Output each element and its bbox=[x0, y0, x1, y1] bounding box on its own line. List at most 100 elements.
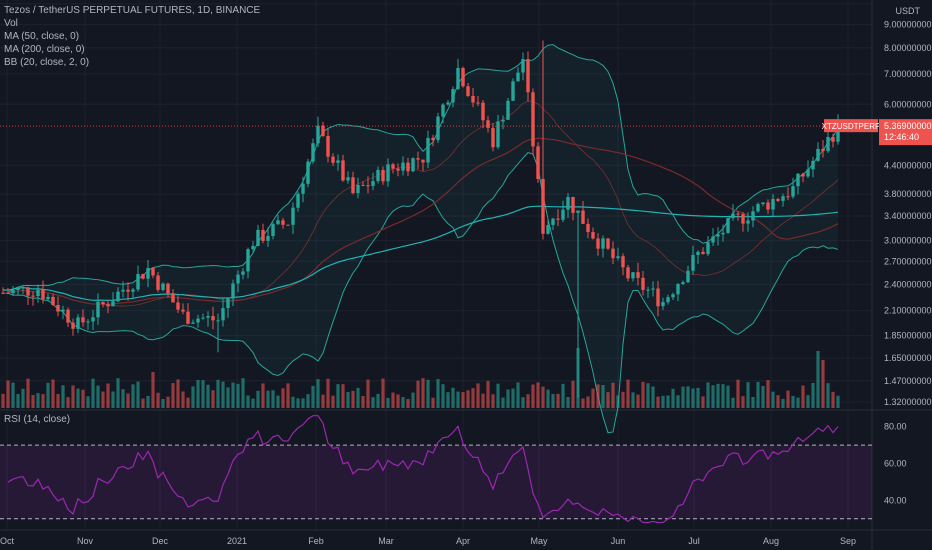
candle-body bbox=[791, 186, 795, 197]
candle-body bbox=[546, 224, 550, 234]
volume-bar bbox=[426, 379, 430, 408]
legend-bb[interactable]: BB (20, close, 2, 0) bbox=[4, 57, 90, 68]
rsi-legend[interactable]: RSI (14, close) bbox=[4, 414, 71, 425]
volume-bar bbox=[256, 390, 260, 408]
candle-body bbox=[191, 322, 195, 324]
volume-bar bbox=[566, 397, 570, 408]
volume-bar bbox=[371, 397, 375, 408]
volume-bar bbox=[641, 381, 645, 408]
volume-bar bbox=[631, 392, 635, 408]
bb-basis bbox=[2, 100, 839, 307]
candle-body bbox=[101, 301, 105, 305]
volume-bar bbox=[361, 396, 365, 408]
volume-bar bbox=[321, 394, 325, 408]
volume-bar bbox=[216, 379, 220, 408]
candle-body bbox=[521, 59, 525, 73]
candle-body bbox=[216, 320, 220, 322]
candle-body bbox=[656, 288, 660, 307]
candles: XTZUSDTPERP bbox=[0, 40, 880, 398]
candle-body bbox=[71, 322, 75, 329]
volume-bar bbox=[651, 386, 655, 408]
volume-bar bbox=[521, 397, 525, 408]
volume-bar bbox=[561, 383, 565, 408]
volume-bar bbox=[606, 392, 610, 408]
chart-title[interactable]: Tezos / TetherUS PERPETUAL FUTURES, 1D, … bbox=[4, 5, 261, 16]
volume-bar bbox=[131, 384, 135, 408]
candle-body bbox=[801, 173, 805, 177]
rsi-line bbox=[7, 415, 839, 524]
rsi-tick-label: 60.00 bbox=[884, 459, 907, 469]
candle-body bbox=[431, 137, 435, 141]
volume-bar bbox=[456, 391, 460, 408]
volume-bar bbox=[11, 382, 15, 408]
volume-bar bbox=[1, 393, 5, 408]
bb-fill bbox=[3, 44, 838, 433]
candle-body bbox=[146, 268, 150, 279]
volume-bar bbox=[281, 388, 285, 408]
volume-bar bbox=[776, 395, 780, 408]
volume-bar bbox=[401, 397, 405, 408]
candle-body bbox=[646, 289, 650, 291]
volume-bar bbox=[156, 392, 160, 408]
volume-bar bbox=[111, 391, 115, 408]
volume-bar bbox=[501, 397, 505, 408]
legend-ma50[interactable]: MA (50, close, 0) bbox=[4, 31, 80, 42]
candle-body bbox=[226, 298, 230, 309]
candle-body bbox=[736, 213, 740, 215]
candle-body bbox=[661, 302, 665, 307]
x-tick-label: Jul bbox=[688, 536, 700, 546]
candle-body bbox=[701, 251, 705, 255]
candle-body bbox=[166, 283, 170, 294]
volume-bar bbox=[461, 392, 465, 408]
candle-body bbox=[551, 218, 555, 225]
volume-bar bbox=[151, 372, 155, 408]
candle-body bbox=[81, 317, 85, 323]
currency-label[interactable]: USDT bbox=[895, 6, 921, 16]
volume-bar bbox=[781, 398, 785, 408]
volume-bar bbox=[656, 396, 660, 408]
volume-bar bbox=[761, 385, 765, 408]
volume-bar bbox=[201, 380, 205, 408]
volume-bar bbox=[696, 387, 700, 408]
volume-bar bbox=[231, 382, 235, 408]
volume-bar bbox=[276, 395, 280, 408]
volume-bar bbox=[636, 394, 640, 408]
volume-bar bbox=[106, 383, 110, 408]
candle-body bbox=[351, 177, 355, 194]
candle-body bbox=[196, 318, 200, 323]
x-tick-label: 2021 bbox=[227, 536, 247, 546]
volume-bar bbox=[411, 392, 415, 408]
candle-body bbox=[376, 169, 380, 182]
candle-body bbox=[396, 168, 400, 171]
volume-bar bbox=[686, 386, 690, 408]
volume-bar bbox=[166, 396, 170, 408]
candle-body bbox=[776, 198, 780, 201]
volume-bar bbox=[221, 381, 225, 408]
last-price-value: 5.36900000 bbox=[884, 121, 932, 131]
x-tick-label: Apr bbox=[456, 536, 470, 546]
candle-body bbox=[531, 92, 535, 147]
volume-bar bbox=[611, 382, 615, 408]
candle-body bbox=[161, 283, 165, 290]
candle-body bbox=[626, 267, 630, 279]
candle-body bbox=[481, 102, 485, 121]
candle-body bbox=[56, 304, 60, 312]
candle-body bbox=[261, 229, 265, 241]
volume-bar bbox=[331, 395, 335, 408]
volume-bar bbox=[766, 380, 770, 408]
candle-body bbox=[151, 268, 155, 276]
legend-ma200[interactable]: MA (200, close, 0) bbox=[4, 44, 85, 55]
y-tick-label: 2.40000000 bbox=[884, 279, 932, 289]
volume-bar bbox=[406, 398, 410, 408]
volume-bar bbox=[791, 395, 795, 408]
legend-vol[interactable]: Vol bbox=[4, 18, 18, 29]
volume-bar bbox=[356, 387, 360, 408]
volume-bar bbox=[96, 385, 100, 408]
candle-body bbox=[756, 204, 760, 212]
volume-bar bbox=[336, 384, 340, 408]
candle-body bbox=[61, 309, 65, 312]
y-tick-label: 9.00000000 bbox=[884, 20, 932, 30]
volume-bar bbox=[236, 383, 240, 408]
